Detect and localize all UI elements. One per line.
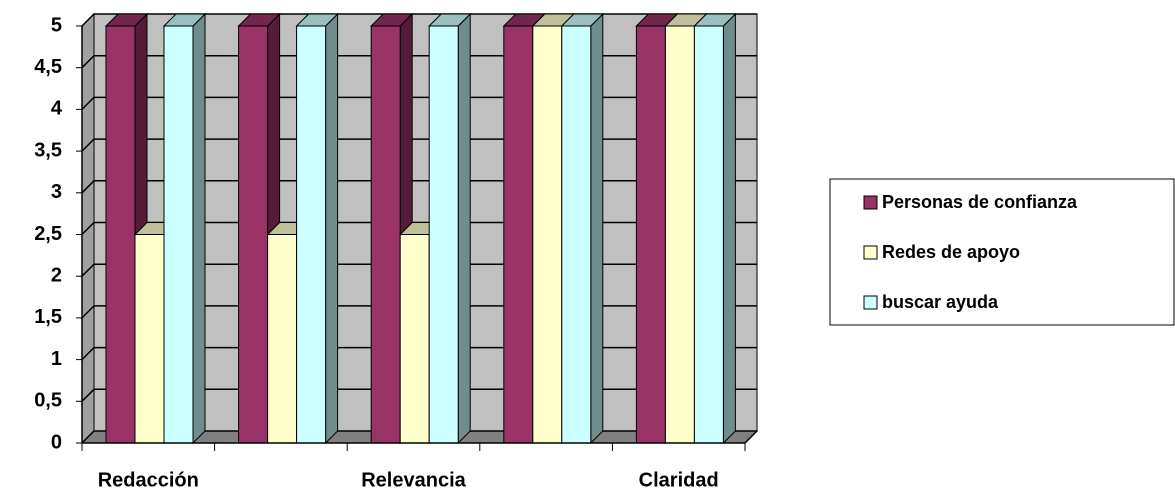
y-tick-label: 4 xyxy=(51,98,63,120)
legend: Personas de confianza Redes de apoyo busca… xyxy=(829,178,1175,326)
bar-front xyxy=(664,25,695,444)
bar-side xyxy=(325,12,339,445)
bar-front xyxy=(428,25,459,444)
legend-label: buscar ayuda xyxy=(882,292,999,312)
y-tick-label: 5 xyxy=(51,14,62,36)
bar-front xyxy=(370,25,401,444)
bar-side xyxy=(590,12,604,445)
x-tick-label: Redacción xyxy=(98,469,199,491)
y-tick-label: 3,5 xyxy=(34,139,62,161)
y-tick-label: 2 xyxy=(51,264,62,286)
bar xyxy=(295,12,339,445)
bar-side xyxy=(722,12,736,445)
bar-front xyxy=(503,25,534,444)
legend-swatch xyxy=(863,295,878,310)
y-tick-label: 4,5 xyxy=(34,56,62,78)
legend-box xyxy=(829,178,1175,326)
bar-side xyxy=(457,12,471,445)
bar xyxy=(162,12,207,445)
bar-front xyxy=(296,25,327,444)
legend-label: Personas de confianza xyxy=(882,192,1078,212)
x-tick-label: Claridad xyxy=(639,469,719,491)
bar-front xyxy=(399,234,430,444)
y-tick-label: 1,5 xyxy=(34,306,62,328)
bar xyxy=(693,12,737,445)
bar-front xyxy=(532,25,563,444)
bar-front xyxy=(105,25,136,444)
bar-front xyxy=(635,25,666,444)
bar-front xyxy=(238,25,269,444)
bar-side xyxy=(192,12,206,445)
y-tick-label: 2,5 xyxy=(34,223,62,245)
y-tick-label: 0,5 xyxy=(34,390,62,412)
x-axis-depth xyxy=(744,430,758,444)
bar xyxy=(560,12,605,445)
bar xyxy=(427,12,472,445)
y-tick-label: 0 xyxy=(51,431,62,453)
legend-swatch xyxy=(863,245,878,260)
bar-front xyxy=(163,25,194,444)
bar-front xyxy=(267,234,298,444)
bar-front xyxy=(134,234,165,444)
y-tick-label: 1 xyxy=(51,348,62,370)
bar-front xyxy=(693,25,724,444)
y-tick-label: 3 xyxy=(51,181,62,203)
legend-label: Redes de apoyo xyxy=(882,242,1020,262)
bar-front xyxy=(561,25,592,444)
legend-swatch xyxy=(863,195,878,210)
x-tick-label: Relevancia xyxy=(361,469,466,491)
